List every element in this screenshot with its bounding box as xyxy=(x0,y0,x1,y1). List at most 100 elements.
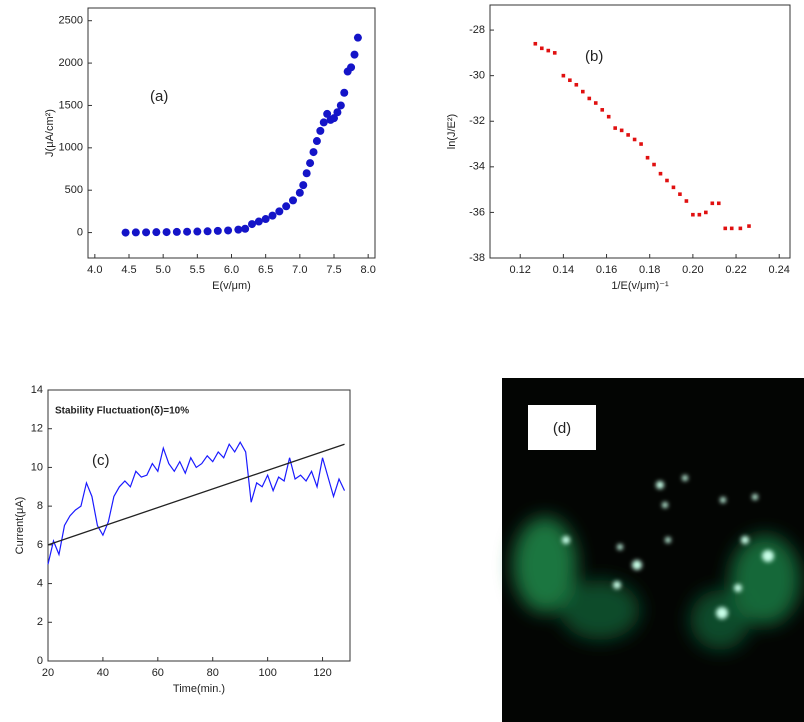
point xyxy=(606,114,611,119)
point xyxy=(224,226,233,235)
x-tick-label: 60 xyxy=(152,667,164,679)
point xyxy=(552,51,557,55)
point xyxy=(299,181,308,190)
y-tick-label: 2 xyxy=(37,616,43,628)
point xyxy=(302,169,311,178)
x-tick-label: 0.24 xyxy=(768,264,789,276)
point xyxy=(268,211,277,220)
point xyxy=(665,178,669,183)
y-tick-label: 10 xyxy=(31,461,43,473)
point xyxy=(671,185,676,190)
point xyxy=(131,228,140,237)
point xyxy=(316,126,325,135)
y-tick-label: -30 xyxy=(469,70,485,82)
point xyxy=(581,89,585,94)
x-tick-label: 0.12 xyxy=(510,264,531,276)
plot-frame xyxy=(47,389,351,662)
y-tick-label: -36 xyxy=(469,206,485,218)
point xyxy=(652,162,656,167)
point xyxy=(593,101,598,105)
x-tick-label: 20 xyxy=(42,667,54,679)
y-tick-label: 0 xyxy=(37,655,43,667)
label-box xyxy=(528,405,596,450)
y-tick-label: -34 xyxy=(469,161,485,173)
point xyxy=(626,133,630,137)
point xyxy=(330,114,338,123)
point xyxy=(121,228,130,237)
x-tick-label: 5.5 xyxy=(190,264,205,276)
point xyxy=(340,88,349,97)
x-tick-label: 120 xyxy=(313,667,331,679)
point xyxy=(336,101,345,110)
point xyxy=(729,226,734,231)
point xyxy=(347,63,356,72)
point xyxy=(333,108,342,117)
point xyxy=(710,201,715,206)
point xyxy=(261,215,270,224)
point xyxy=(193,227,202,236)
point xyxy=(350,50,359,59)
point xyxy=(312,137,321,146)
plot-frame xyxy=(489,4,791,259)
point xyxy=(619,128,624,133)
annotation: (a) xyxy=(150,88,168,105)
y-tick-label: 12 xyxy=(31,423,43,435)
point xyxy=(183,227,192,236)
y-tick-label: 4 xyxy=(37,577,43,589)
y-axis-title: ln(J/E²) xyxy=(446,114,458,149)
point xyxy=(323,109,332,118)
point xyxy=(254,217,263,226)
annotation: Stability Fluctuation(δ)=10% xyxy=(55,406,189,417)
y-tick-label: 1500 xyxy=(59,99,83,111)
point xyxy=(645,155,650,160)
point xyxy=(587,96,592,101)
x-tick-label: 7.0 xyxy=(292,264,307,276)
x-axis-title: E(v/μm) xyxy=(212,280,251,292)
point xyxy=(691,212,695,217)
x-tick-label: 6.5 xyxy=(258,264,273,276)
y-tick-label: 8 xyxy=(37,500,43,512)
point xyxy=(248,220,256,229)
x-tick-label: 0.16 xyxy=(596,264,617,276)
point xyxy=(716,201,721,206)
point xyxy=(747,224,751,228)
x-tick-label: 5.0 xyxy=(156,264,171,276)
y-tick-label: 14 xyxy=(31,384,43,396)
point xyxy=(234,225,243,234)
microscope-image: (d) xyxy=(502,378,804,722)
y-axis-title: J(μA/cm²) xyxy=(44,109,56,157)
point xyxy=(162,228,171,237)
point xyxy=(539,46,544,51)
point xyxy=(684,199,689,203)
point xyxy=(353,33,362,42)
panel-label: (d) xyxy=(553,420,571,437)
x-tick-label: 80 xyxy=(207,667,219,679)
point xyxy=(213,226,222,235)
y-tick-label: -38 xyxy=(469,252,485,264)
y-axis-title: Current(μA) xyxy=(14,497,26,555)
annotation: (c) xyxy=(92,452,110,469)
point xyxy=(678,192,682,196)
x-tick-label: 7.5 xyxy=(326,264,341,276)
point xyxy=(639,142,643,146)
point xyxy=(561,73,566,78)
x-axis-title: 1/E(v/μm)⁻¹ xyxy=(611,280,669,292)
point xyxy=(309,148,318,157)
x-tick-label: 0.20 xyxy=(682,264,703,276)
x-tick-label: 8.0 xyxy=(361,264,376,276)
x-tick-label: 100 xyxy=(258,667,276,679)
point xyxy=(142,228,151,237)
x-tick-label: 4.5 xyxy=(121,264,136,276)
point xyxy=(319,118,328,127)
y-tick-label: -28 xyxy=(469,24,485,36)
point xyxy=(295,188,304,197)
y-tick-label: 2000 xyxy=(59,57,83,69)
point xyxy=(658,171,663,176)
x-tick-label: 4.0 xyxy=(87,264,102,276)
point xyxy=(306,159,315,168)
point xyxy=(546,48,551,53)
point xyxy=(568,78,572,83)
point xyxy=(203,227,212,236)
annotation: (b) xyxy=(585,48,603,65)
